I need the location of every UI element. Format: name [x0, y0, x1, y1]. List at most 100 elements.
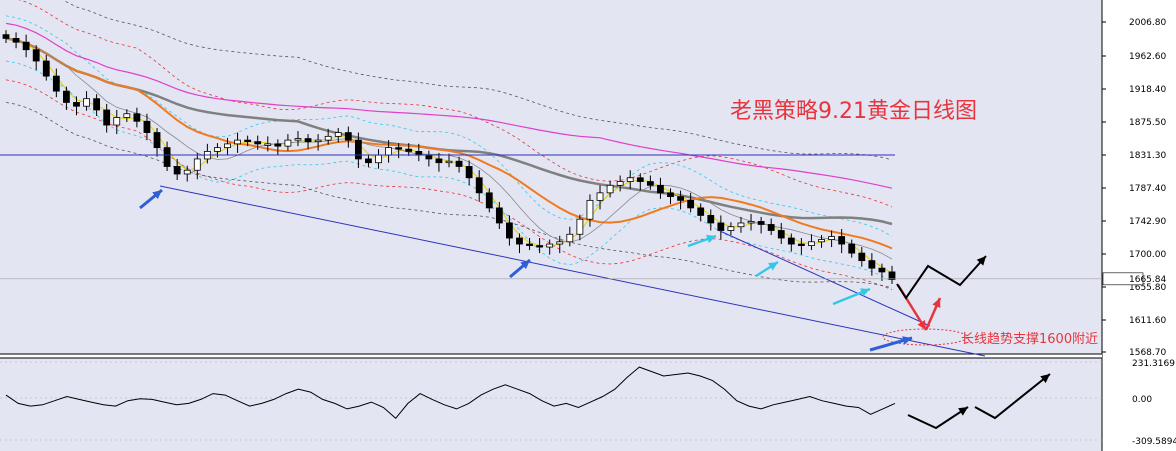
- candle-body: [73, 102, 80, 107]
- candle-body: [334, 132, 342, 137]
- candle-body: [445, 160, 453, 164]
- candle-body: [506, 222, 513, 239]
- price-tick-label: 1568.70: [1129, 348, 1166, 358]
- candle-body: [526, 243, 533, 246]
- candle-body: [848, 243, 856, 254]
- candle-body: [385, 147, 392, 156]
- candle-body: [214, 147, 221, 152]
- cyan-up-arrow-head: [706, 234, 716, 244]
- candle-body: [556, 241, 564, 245]
- candle-body: [294, 138, 302, 141]
- candle-body: [344, 132, 352, 141]
- candle-body: [697, 207, 705, 216]
- price-tick-label: 1742.90: [1129, 217, 1166, 227]
- magenta-ma-line: [5, 22, 893, 189]
- candle-body: [375, 154, 382, 164]
- orange-ma-line: [5, 37, 893, 250]
- candle-body: [767, 224, 775, 231]
- candle-body: [183, 169, 191, 175]
- candle-body: [707, 215, 715, 224]
- candle-body: [536, 245, 544, 248]
- red-down-arrow-head: [917, 320, 926, 330]
- candle-body: [576, 218, 584, 235]
- candle-body: [787, 237, 795, 245]
- osc-tick-label: -309.5894: [1132, 437, 1176, 447]
- candle-body: [828, 236, 835, 240]
- bollinger-band: [18, 0, 893, 208]
- support-annotation: 长线趋势支撑1600附近: [961, 331, 1098, 347]
- candle-body: [324, 135, 332, 141]
- candle-body: [797, 243, 805, 246]
- blue-up-arrow-head: [152, 190, 162, 200]
- candle-body: [173, 166, 181, 175]
- candle-body: [717, 222, 725, 231]
- price-tick-label: 1787.40: [1129, 184, 1166, 194]
- candle-body: [667, 192, 674, 198]
- price-tick-label: 1918.40: [1129, 85, 1166, 95]
- oscillator-line: [5, 366, 896, 420]
- candle-body: [365, 158, 372, 164]
- candle-body: [52, 75, 60, 92]
- candle-body: [657, 184, 664, 194]
- bollinger-band: [5, 15, 893, 237]
- price-tick-label: 1875.50: [1129, 118, 1166, 128]
- price-tick-label: 2006.80: [1129, 18, 1166, 28]
- osc-black-arrow-head: [1040, 374, 1050, 384]
- price-tick-label: 1655.80: [1129, 283, 1166, 293]
- candle-body: [616, 181, 624, 186]
- bollinger-band: [62, 0, 893, 161]
- candle-body: [113, 117, 121, 126]
- cyan-up-arrow-head: [860, 288, 870, 297]
- candle-body: [586, 199, 594, 220]
- price-tick-label: 1611.60: [1129, 316, 1166, 326]
- candle-body: [42, 60, 50, 77]
- candle-body: [133, 113, 141, 122]
- candle-body: [224, 143, 231, 149]
- candle-body: [777, 230, 785, 239]
- candle-body: [636, 177, 644, 182]
- osc-black-arrow: [974, 373, 1051, 420]
- osc-tick-label: 231.3169: [1132, 359, 1175, 369]
- candle-body: [32, 49, 40, 62]
- candle-body: [687, 199, 695, 209]
- price-tick-label: 1831.30: [1129, 151, 1166, 161]
- candle-body: [354, 139, 362, 160]
- candle-body: [858, 252, 866, 262]
- candle-body: [264, 143, 272, 146]
- candle-body: [12, 38, 20, 43]
- candle-body: [757, 221, 765, 225]
- candle-body: [304, 138, 312, 143]
- candle-body: [123, 113, 131, 118]
- cyan-up-arrow-head: [768, 262, 778, 271]
- chart-title: 老黑策略9.21黄金日线图: [730, 99, 977, 124]
- candle-body: [495, 207, 503, 224]
- blue-up-arrow-head: [520, 260, 530, 270]
- candle-body: [425, 154, 433, 160]
- black-projection-arrow: [896, 255, 987, 300]
- candle-body: [2, 34, 10, 39]
- candle-body: [314, 139, 322, 143]
- candle-body: [626, 177, 634, 182]
- black-projection-arrow-head: [976, 256, 986, 266]
- candle-body: [727, 226, 735, 231]
- candle-body: [153, 132, 161, 149]
- candle-body: [485, 192, 493, 209]
- candle-body: [878, 267, 886, 273]
- candle-body: [475, 177, 483, 194]
- candle-body: [103, 109, 111, 126]
- candle-body: [868, 260, 876, 269]
- osc-tick-label: 0.00: [1132, 395, 1152, 405]
- candle-body: [747, 221, 755, 224]
- candle-body: [143, 120, 151, 133]
- candle-body: [22, 41, 30, 51]
- candle-body: [163, 147, 171, 167]
- price-axis-area: [1102, 0, 1176, 451]
- candle-body: [284, 139, 292, 147]
- candle-body: [818, 239, 825, 243]
- candle-body: [193, 158, 201, 171]
- candle-body: [566, 233, 574, 243]
- osc-black-arrow-head: [958, 407, 968, 416]
- candle-body: [93, 98, 101, 111]
